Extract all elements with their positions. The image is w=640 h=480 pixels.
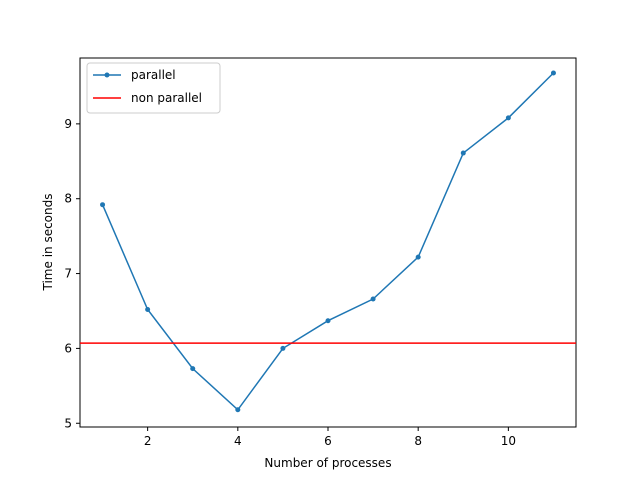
y-tick-label: 5 [64,416,72,430]
y-axis-ticks: 5 6 7 8 9 [64,117,80,430]
y-tick-label: 7 [64,267,72,281]
legend-marker-parallel [104,72,110,78]
series-layer [80,70,576,413]
plot-area: 2 4 6 8 10 5 6 7 8 9 [64,57,577,448]
x-tick-label: 4 [234,434,242,448]
data-point-parallel [325,318,331,324]
x-tick-label: 8 [414,434,422,448]
data-point-parallel [145,306,151,312]
data-point-parallel [190,366,196,372]
legend-label-parallel: parallel [131,68,176,82]
data-point-parallel [505,115,511,121]
data-point-parallel [550,70,556,76]
x-axis-label: Number of processes [264,456,391,470]
legend: parallel non parallel [86,62,221,114]
data-point-parallel [415,254,421,260]
data-point-parallel [235,407,241,413]
x-tick-label: 2 [144,434,152,448]
y-tick-label: 9 [64,117,72,131]
x-axis-ticks: 2 4 6 8 10 [144,427,516,448]
y-axis-label: Time in seconds [41,194,55,292]
y-tick-label: 6 [64,341,72,355]
x-tick-label: 6 [324,434,332,448]
series-line-parallel [101,72,554,411]
data-point-parallel [460,150,466,156]
legend-label-non-parallel: non parallel [131,91,202,105]
data-point-parallel [370,296,376,302]
data-point-parallel [280,345,286,351]
data-point-parallel [100,202,106,208]
x-tick-label: 10 [501,434,516,448]
y-tick-label: 8 [64,192,72,206]
